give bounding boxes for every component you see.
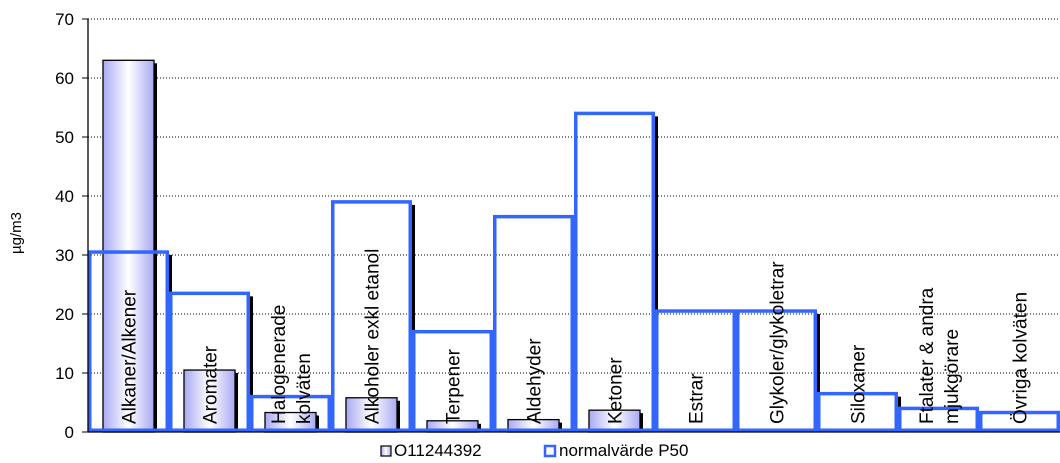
step-shadow-8 bbox=[816, 314, 820, 432]
category-label-9-line-0: Siloxaner bbox=[849, 344, 870, 424]
step-shadow-1 bbox=[249, 296, 253, 432]
step-8 bbox=[736, 309, 817, 432]
category-label-10-line-0: Ftalater & andra bbox=[917, 287, 938, 424]
axes bbox=[87, 19, 1060, 433]
category-label-7-line-0: Estrar bbox=[687, 373, 708, 424]
legend: O11244392 normalvärde P50 bbox=[380, 441, 688, 460]
step-2 bbox=[250, 394, 331, 433]
y-tick-label-70: 70 bbox=[55, 10, 74, 29]
legend-label-series-1: O11244392 bbox=[394, 441, 482, 460]
category-label-2-line-1: kolväten bbox=[294, 353, 315, 424]
step-shadow-3 bbox=[411, 204, 415, 432]
category-label-11: Övriga kolväten bbox=[1011, 292, 1032, 424]
y-tick-labels: 0 10 20 30 40 50 60 70 bbox=[55, 10, 88, 442]
step-0 bbox=[88, 250, 169, 432]
step-series-2 bbox=[88, 111, 1060, 433]
y-tick-label-60: 60 bbox=[55, 69, 74, 88]
category-labels: Alkaner/Alkener Aromater Halogenerade kolvä… bbox=[120, 249, 1032, 424]
step-5 bbox=[493, 214, 574, 432]
category-label-0: Alkaner/Alkener bbox=[120, 289, 141, 424]
y-tick-label-50: 50 bbox=[55, 128, 74, 147]
step-1 bbox=[169, 291, 250, 432]
category-label-1: Aromater bbox=[201, 345, 222, 424]
step-6 bbox=[574, 111, 655, 433]
y-tick-label-20: 20 bbox=[55, 305, 74, 324]
category-label-8-line-0: Glykoler/glykoletrar bbox=[768, 261, 789, 424]
step-shadow-6 bbox=[654, 116, 658, 433]
step-7 bbox=[655, 309, 736, 432]
category-label-7: Estrar bbox=[687, 373, 708, 424]
step-11 bbox=[979, 410, 1060, 432]
legend-label-series-2: normalvärde P50 bbox=[559, 441, 688, 460]
step-3 bbox=[331, 200, 412, 432]
y-axis-title: µg/m3 bbox=[8, 212, 25, 254]
y-tick-label-10: 10 bbox=[55, 364, 74, 383]
category-label-8: Glykoler/glykoletrar bbox=[768, 261, 789, 424]
category-label-2: Halogenerade kolväten bbox=[269, 305, 315, 424]
step-4 bbox=[412, 329, 493, 433]
legend-swatch-series-1 bbox=[380, 445, 392, 457]
category-label-5-line-0: Aldehyder bbox=[525, 338, 546, 424]
category-label-2-line-0: Halogenerade bbox=[269, 305, 290, 424]
y-tick-label-40: 40 bbox=[55, 187, 74, 206]
bar-1 bbox=[183, 369, 236, 433]
category-label-6: Ketoner bbox=[606, 357, 627, 424]
category-label-3: Alkoholer exkl etanol bbox=[363, 249, 384, 424]
bar-3 bbox=[345, 397, 398, 433]
y-tick-label-0: 0 bbox=[65, 423, 74, 442]
legend-swatch-series-2 bbox=[543, 444, 557, 458]
category-label-5: Aldehyder bbox=[525, 338, 546, 424]
step-10 bbox=[898, 406, 979, 432]
category-label-10: Ftalater & andra mjukgörare bbox=[917, 287, 963, 424]
category-label-9: Siloxaner bbox=[849, 344, 870, 424]
category-label-1-line-0: Aromater bbox=[201, 345, 222, 424]
category-label-3-line-0: Alkoholer exkl etanol bbox=[363, 249, 384, 424]
category-label-6-line-0: Ketoner bbox=[606, 357, 627, 424]
step-9 bbox=[817, 391, 898, 432]
bars-series-1 bbox=[102, 59, 644, 433]
bar-0 bbox=[102, 59, 155, 433]
y-tick-label-30: 30 bbox=[55, 246, 74, 265]
category-label-10-line-1: mjukgörare bbox=[942, 329, 963, 424]
category-label-11-line-0: Övriga kolväten bbox=[1011, 292, 1032, 424]
category-label-4-line-0: Terpener bbox=[444, 348, 465, 424]
category-label-4: Terpener bbox=[444, 348, 465, 424]
category-label-0-line-0: Alkaner/Alkener bbox=[120, 289, 141, 424]
